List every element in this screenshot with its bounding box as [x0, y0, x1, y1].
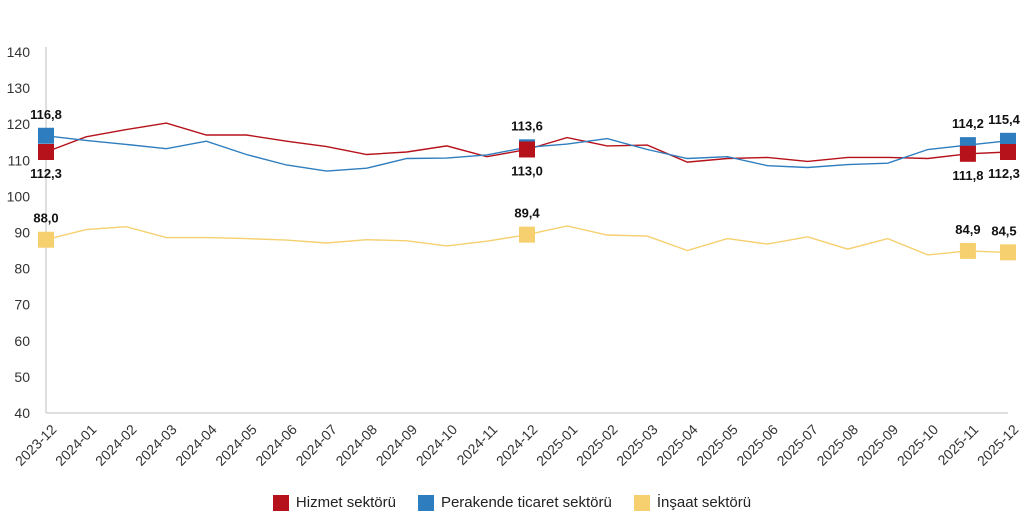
y-tick-label: 60 — [14, 333, 30, 349]
legend-label-hizmet: Hizmet sektörü — [295, 494, 396, 511]
legend-label-perakende: Perakende ticaret sektörü — [440, 494, 612, 511]
legend-item-perakende: Perakende ticaret sektörü — [417, 494, 612, 511]
marker-1-0 — [38, 127, 54, 144]
data-label-0-12: 113,0 — [511, 163, 543, 178]
data-label-0-0: 112,3 — [30, 166, 62, 181]
data-label-1-24: 115,4 — [988, 112, 1021, 127]
x-tick-label: 2024-05 — [212, 421, 260, 469]
x-tick-label: 2025-01 — [533, 421, 581, 469]
legend-item-insaat: İnşaat sektörü — [633, 494, 752, 511]
y-tick-label: 130 — [7, 80, 31, 96]
data-label-2-12: 89,4 — [514, 206, 540, 221]
legend: Hizmet sektörü Perakende ticaret sektörü… — [0, 494, 1024, 511]
x-tick-label: 2025-03 — [613, 421, 661, 469]
data-label-1-12: 113,6 — [511, 118, 543, 133]
x-tick-label: 2025-08 — [813, 421, 861, 469]
x-tick-label: 2024-07 — [292, 421, 340, 469]
x-tick-label: 2025-07 — [773, 421, 821, 469]
x-tick-label: 2025-11 — [934, 421, 981, 468]
y-tick-label: 140 — [7, 44, 31, 60]
legend-item-hizmet: Hizmet sektörü — [272, 494, 396, 511]
y-tick-label: 110 — [8, 152, 31, 168]
data-label-1-23: 114,2 — [952, 116, 984, 131]
y-axis: 40 50 60 70 80 90 100 110 120 130 140 — [7, 44, 47, 421]
x-tick-label: 2025-09 — [854, 421, 902, 469]
y-tick-label: 50 — [14, 369, 30, 385]
x-tick-label: 2024-04 — [172, 421, 220, 469]
x-tick-label: 2024-02 — [92, 421, 140, 469]
x-tick-label: 2024-12 — [493, 421, 541, 469]
data-labels: 112,3 113,0 111,8 112,3 116,8 113,6 114,2 115,4… — [30, 107, 1021, 239]
data-label-2-24: 84,5 — [991, 223, 1016, 238]
y-tick-label: 70 — [14, 297, 30, 313]
x-tick-label: 2025-10 — [894, 421, 942, 469]
marker-2-12 — [519, 226, 535, 243]
marker-0-12 — [519, 141, 535, 158]
marker-0-0 — [38, 143, 54, 160]
legend-swatch-hizmet — [272, 494, 289, 511]
data-label-0-23: 111,8 — [952, 168, 983, 183]
x-tick-label: 2024-06 — [252, 421, 300, 469]
x-tick-label: 2024-03 — [132, 421, 180, 469]
x-tick-label: 2024-08 — [332, 421, 380, 469]
y-tick-label: 120 — [7, 116, 31, 132]
data-label-2-23: 84,9 — [955, 222, 980, 237]
x-tick-label: 2025-05 — [693, 421, 741, 469]
y-tick-label: 40 — [14, 405, 30, 421]
x-tick-label: 2025-04 — [653, 421, 701, 469]
x-tick-label: 2024-09 — [373, 421, 421, 469]
y-tick-label: 90 — [14, 225, 30, 241]
marker-2-23 — [959, 242, 976, 259]
x-axis: 2023-122024-012024-022024-032024-042024-… — [12, 412, 1022, 469]
marker-0-23 — [959, 145, 976, 162]
data-label-0-24: 112,3 — [988, 166, 1020, 181]
x-tick-label: 2025-12 — [974, 421, 1022, 469]
legend-swatch-insaat — [633, 494, 650, 511]
x-tick-label: 2023-12 — [12, 421, 60, 469]
marker-2-24 — [1000, 244, 1016, 261]
data-label-2-0: 88,0 — [33, 211, 58, 226]
x-tick-label: 2024-01 — [52, 421, 100, 469]
x-tick-label: 2024-10 — [413, 421, 461, 469]
legend-label-insaat: İnşaat sektörü — [656, 494, 752, 511]
series-markers — [38, 127, 1016, 261]
data-label-1-0: 116,8 — [30, 107, 62, 122]
marker-2-0 — [38, 231, 54, 248]
y-tick-label: 100 — [7, 188, 31, 204]
marker-0-24 — [1000, 143, 1016, 160]
legend-swatch-perakende — [417, 494, 434, 511]
y-tick-label: 80 — [14, 261, 30, 277]
x-tick-label: 2025-06 — [733, 421, 781, 469]
x-tick-label: 2025-02 — [573, 421, 621, 469]
x-tick-label: 2024-11 — [453, 421, 500, 468]
